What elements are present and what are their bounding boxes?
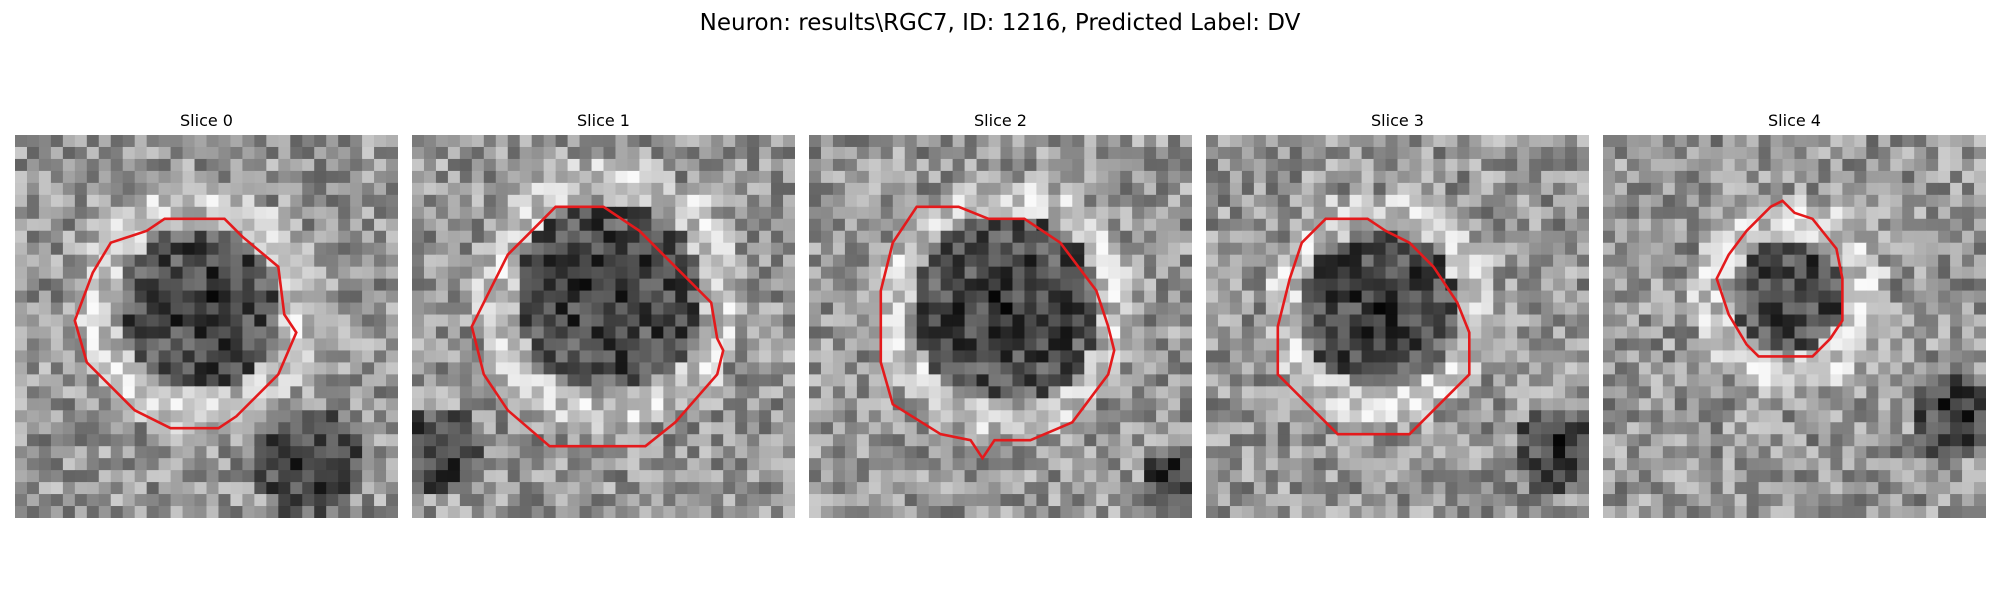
slice-image-canvas: [1603, 135, 1986, 518]
slice-image-canvas: [412, 135, 795, 518]
figure-title: Neuron: results\RGC7, ID: 1216, Predicte…: [699, 10, 1301, 36]
slice-image-canvas: [809, 135, 1192, 518]
cell-contour: [879, 205, 1116, 461]
slice-panel-4: Slice 4: [1603, 110, 1986, 518]
slice-title: Slice 4: [1768, 111, 1821, 130]
cell-contour: [470, 205, 725, 448]
slice-panel-1: Slice 1: [412, 110, 795, 518]
slice-title: Slice 2: [974, 111, 1027, 130]
slice-image-canvas: [1206, 135, 1589, 518]
slice-image: [15, 135, 398, 518]
slice-title: Slice 0: [180, 111, 233, 130]
cell-contour: [1276, 217, 1471, 436]
cell-contour: [1715, 199, 1844, 358]
slice-image: [1603, 135, 1986, 518]
slice-panel-0: Slice 0: [15, 110, 398, 518]
slice-panel-2: Slice 2: [809, 110, 1192, 518]
slice-image: [809, 135, 1192, 518]
slice-image-canvas: [15, 135, 398, 518]
slice-title: Slice 3: [1371, 111, 1424, 130]
slice-image: [412, 135, 795, 518]
slice-title: Slice 1: [577, 111, 630, 130]
slice-image: [1206, 135, 1589, 518]
slice-panel-3: Slice 3: [1206, 110, 1589, 518]
cell-contour: [73, 217, 298, 430]
